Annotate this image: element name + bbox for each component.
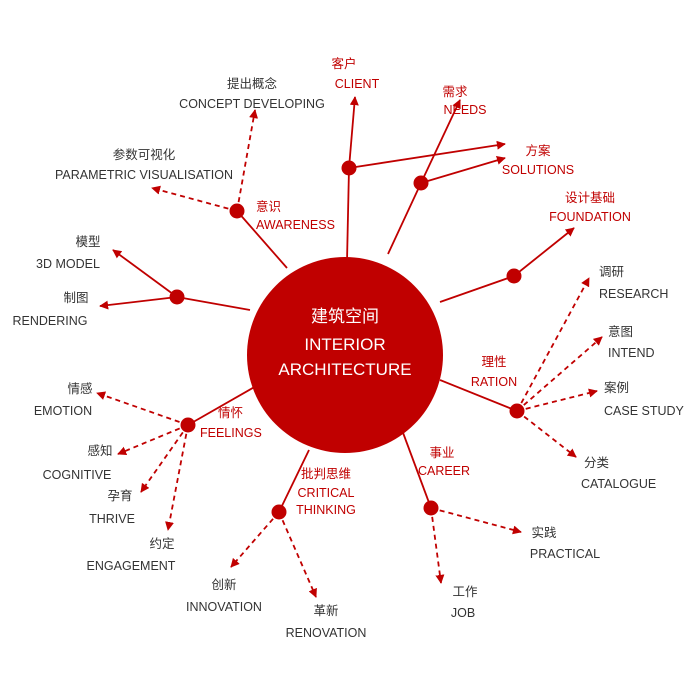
casestudy-arrow xyxy=(516,388,598,412)
renovation-en: RENOVATION xyxy=(286,626,367,640)
needs-cn: 需求 xyxy=(442,85,468,99)
feelings-hub-dot xyxy=(180,417,196,433)
node-dots xyxy=(169,160,525,520)
thrive-en: THRIVE xyxy=(89,512,135,526)
ration-link xyxy=(439,379,518,412)
cognitive-arrow xyxy=(117,424,189,456)
job-arrow xyxy=(430,507,445,584)
thrive-cn: 孕育 xyxy=(107,488,132,503)
center-node: 建筑空间 INTERIOR ARCHITECTURE xyxy=(247,257,443,453)
career-en: CAREER xyxy=(418,464,470,478)
needs-en: NEEDS xyxy=(443,103,486,117)
center-title-cn: 建筑空间 xyxy=(311,307,379,326)
critical-hub-dot xyxy=(271,504,287,520)
model-arrow xyxy=(112,249,178,298)
practical-en: PRACTICAL xyxy=(530,547,600,561)
ration-en: RATION xyxy=(471,375,517,389)
model-hub-dot xyxy=(169,289,185,305)
engagement-cn: 约定 xyxy=(149,536,174,551)
job-en: JOB xyxy=(451,606,475,620)
intend-en: INTEND xyxy=(608,346,655,360)
casestudy-cn: 案例 xyxy=(604,380,629,395)
intend-arrow xyxy=(516,336,603,412)
critical-en-1: CRITICAL xyxy=(298,486,355,500)
foundation-link xyxy=(439,275,515,303)
client-hub-dot xyxy=(341,160,357,176)
catalogue-arrow xyxy=(516,410,577,458)
solutions-en: SOLUTIONS xyxy=(502,163,574,177)
critical-cn: 批判思维 xyxy=(301,466,351,481)
awareness-hub-dot xyxy=(229,203,245,219)
needs-link xyxy=(420,99,461,184)
catalogue-cn: 分类 xyxy=(584,456,610,470)
casestudy-en: CASE STUDY xyxy=(604,404,685,418)
innovation-cn: 创新 xyxy=(211,577,236,592)
practical-arrow xyxy=(430,507,522,535)
awareness-cn: 意识 xyxy=(256,199,281,214)
research-en: RESEARCH xyxy=(599,287,668,301)
job-cn: 工作 xyxy=(452,585,478,599)
ration-hub-dot xyxy=(509,403,525,419)
foundation-cn: 设计基础 xyxy=(565,190,615,205)
foundation-hub-dot xyxy=(506,268,522,284)
intend-cn: 意图 xyxy=(608,324,633,339)
center-circle xyxy=(247,257,443,453)
rendering-cn: 制图 xyxy=(63,291,88,305)
solutions-cn: 方案 xyxy=(525,143,551,158)
client-cn: 客户 xyxy=(331,56,356,71)
renovation-arrow xyxy=(278,511,317,598)
renovation-cn: 革新 xyxy=(313,603,338,618)
concept-en: CONCEPT DEVELOPING xyxy=(179,97,325,111)
needs-hub-dot xyxy=(413,175,429,191)
thrive-arrow xyxy=(140,424,189,493)
rendering-en: RENDERING xyxy=(12,314,87,328)
emotion-en: EMOTION xyxy=(34,404,92,418)
awareness-link xyxy=(236,210,288,269)
cognitive-cn: 感知 xyxy=(87,443,112,458)
concept-cn: 提出概念 xyxy=(227,76,278,91)
engagement-en: ENGAGEMENT xyxy=(87,559,176,573)
center-title-en-1: INTERIOR xyxy=(304,335,385,354)
model-hub-link xyxy=(176,296,251,311)
parametric-en: PARAMETRIC VISUALISATION xyxy=(55,168,233,182)
awareness-en: AWARENESS xyxy=(256,218,335,232)
model-cn: 模型 xyxy=(75,235,100,249)
career-hub-dot xyxy=(423,500,439,516)
client-solutions-link xyxy=(348,140,506,169)
emotion-cn: 情感 xyxy=(67,381,92,396)
needs-solutions-link xyxy=(420,155,506,184)
client-en: CLIENT xyxy=(335,77,380,91)
foundation-en: FOUNDATION xyxy=(549,210,631,224)
career-cn: 事业 xyxy=(429,446,454,460)
research-cn: 调研 xyxy=(599,265,624,279)
rendering-arrow xyxy=(99,296,178,310)
catalogue-en: CATALOGUE xyxy=(581,477,656,491)
model-en: 3D MODEL xyxy=(36,257,100,271)
feelings-cn: 情怀 xyxy=(218,406,243,420)
parametric-arrow xyxy=(151,185,238,212)
innovation-en: INNOVATION xyxy=(186,600,262,614)
connectors xyxy=(96,96,603,598)
parametric-cn: 参数可视化 xyxy=(113,147,176,162)
feelings-en: FEELINGS xyxy=(200,426,262,440)
critical-en-2: THINKING xyxy=(296,503,356,517)
client-from-center xyxy=(387,182,422,255)
career-link xyxy=(401,429,432,509)
research-arrow xyxy=(516,277,590,412)
concept-arrow xyxy=(236,109,259,212)
practical-cn: 实践 xyxy=(531,525,557,540)
critical-link xyxy=(278,449,310,513)
cognitive-en: COGNITIVE xyxy=(43,468,112,482)
feelings-link xyxy=(187,384,259,426)
foundation-arrow xyxy=(513,227,575,277)
client-up-link xyxy=(348,96,359,169)
ration-cn: 理性 xyxy=(481,355,506,369)
center-title-en-2: ARCHITECTURE xyxy=(278,360,411,379)
innovation-arrow xyxy=(230,511,280,568)
emotion-arrow xyxy=(96,391,189,426)
